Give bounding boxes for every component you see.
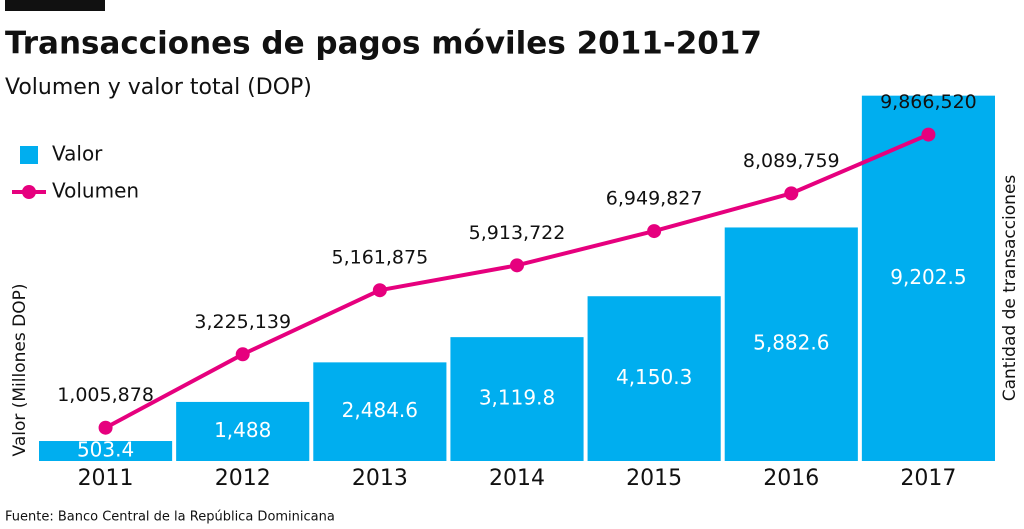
line-value-label: 5,161,875 [332, 247, 429, 269]
line-value-label: 1,005,878 [57, 384, 154, 406]
x-tick-label: 2017 [900, 466, 956, 491]
chart-title: Transacciones de pagos móviles 2011-2017 [5, 26, 762, 62]
y2-axis-label: Cantidad de transacciones [1000, 175, 1020, 402]
bar [450, 337, 584, 461]
x-tick-label: 2011 [78, 466, 134, 491]
bar-value-label: 1,488 [214, 418, 271, 442]
x-tick-label: 2012 [215, 466, 271, 491]
legend-swatch [20, 146, 38, 164]
bar [313, 362, 447, 461]
line-value-label: 3,225,139 [194, 311, 291, 333]
line-value-label: 9,866,520 [880, 91, 977, 113]
chart-subtitle: Volumen y valor total (DOP) [5, 75, 312, 100]
bar-value-label: 503.4 [77, 438, 134, 462]
bar-value-label: 3,119.8 [479, 386, 555, 410]
decor-bar [5, 0, 105, 11]
line-value-label: 8,089,759 [743, 150, 840, 172]
x-tick-label: 2016 [763, 466, 819, 491]
line-point [784, 186, 799, 201]
line-point [235, 347, 250, 362]
line-value-label: 6,949,827 [606, 188, 703, 210]
line-value-label: 5,913,722 [469, 222, 566, 244]
legend-label: Valor [52, 142, 103, 166]
legend-swatch [22, 185, 36, 199]
line-point [921, 127, 936, 142]
bar-value-label: 4,150.3 [616, 365, 692, 389]
y-axis-label: Valor (Millones DOP) [10, 284, 30, 457]
bar-value-label: 9,202.5 [890, 265, 966, 289]
line-point [647, 224, 662, 239]
line-point [510, 258, 524, 273]
bar [39, 441, 173, 461]
line-point [98, 420, 113, 435]
line-point [372, 283, 387, 298]
legend-label: Volumen [52, 179, 139, 203]
bar [724, 227, 858, 461]
bar-value-label: 2,484.6 [342, 398, 418, 422]
bar-value-label: 5,882.6 [753, 331, 829, 355]
bar [176, 401, 310, 461]
x-tick-label: 2014 [489, 466, 545, 491]
bar [861, 95, 995, 461]
bar [587, 296, 721, 461]
source: Fuente: Banco Central de la República Do… [5, 510, 335, 525]
x-tick-label: 2015 [626, 466, 682, 491]
x-tick-label: 2013 [352, 466, 408, 491]
